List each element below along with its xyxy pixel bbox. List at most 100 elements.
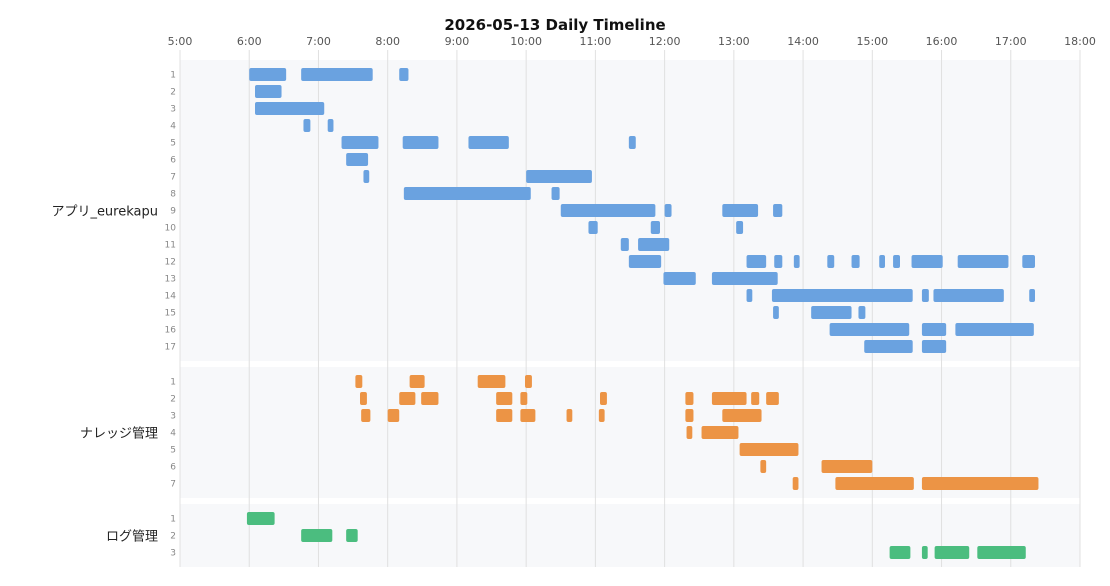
x-tick-label: 10:00	[510, 35, 542, 48]
interval-bar	[387, 409, 400, 422]
interval-bar	[864, 340, 913, 353]
interval-bar	[711, 392, 747, 405]
x-tick-label: 6:00	[237, 35, 262, 48]
interval-bar	[701, 426, 739, 439]
interval-bar	[361, 409, 371, 422]
interval-bar	[1029, 289, 1035, 302]
interval-bar	[360, 392, 367, 405]
interval-bar	[889, 546, 911, 559]
interval-bar	[911, 255, 943, 268]
interval-bar	[773, 306, 779, 319]
interval-bar	[249, 68, 287, 81]
row-label: 9	[170, 207, 176, 217]
interval-bar	[363, 170, 370, 183]
interval-bar	[746, 255, 767, 268]
interval-bar	[921, 323, 947, 336]
row-label: 8	[170, 190, 176, 200]
interval-bar	[628, 255, 662, 268]
interval-bar	[1022, 255, 1035, 268]
x-tick-label: 16:00	[926, 35, 958, 48]
interval-bar	[303, 119, 311, 132]
x-tick-label: 11:00	[580, 35, 612, 48]
row-label: 16	[165, 326, 177, 336]
row-label: 13	[165, 275, 176, 285]
x-tick-label: 18:00	[1064, 35, 1096, 48]
x-tick-label: 12:00	[649, 35, 681, 48]
interval-bar	[893, 255, 900, 268]
interval-bar	[598, 409, 605, 422]
interval-bar	[934, 546, 970, 559]
x-tick-label: 15:00	[856, 35, 888, 48]
interval-bar	[722, 204, 759, 217]
row-label: 14	[165, 292, 177, 302]
interval-bar	[421, 392, 439, 405]
interval-bar	[341, 136, 379, 149]
row-label: 7	[170, 173, 176, 183]
interval-bar	[751, 392, 760, 405]
interval-bar	[686, 426, 693, 439]
x-tick-label: 13:00	[718, 35, 750, 48]
interval-bar	[301, 68, 373, 81]
interval-bar	[821, 460, 873, 473]
row-label: 1	[170, 71, 176, 81]
interval-bar	[921, 546, 928, 559]
x-tick-label: 17:00	[995, 35, 1027, 48]
interval-bar	[496, 392, 513, 405]
interval-bar	[879, 255, 885, 268]
row-label: 15	[165, 309, 176, 319]
x-tick-label: 5:00	[168, 35, 193, 48]
row-labels: アプリ_eurekapu1234567891011121314151617ナレッ…	[51, 71, 176, 559]
interval-bar	[399, 392, 416, 405]
interval-bar	[827, 255, 835, 268]
row-label: 1	[170, 515, 176, 525]
interval-bar	[955, 323, 1034, 336]
interval-bar	[650, 221, 660, 234]
group-label: ナレッジ管理	[80, 427, 158, 442]
interval-bar	[520, 409, 536, 422]
x-axis: 5:00 6:00 7:00 8:00 9:00 10:00 11:00 12:00 13:00…	[168, 35, 1096, 48]
interval-bar	[255, 102, 325, 115]
interval-bar	[793, 255, 800, 268]
interval-bar	[600, 392, 607, 405]
interval-bar	[736, 221, 744, 234]
row-label: 4	[170, 429, 176, 439]
row-label: 2	[170, 395, 176, 405]
interval-bar	[851, 255, 860, 268]
interval-bar	[468, 136, 509, 149]
interval-bar	[858, 306, 866, 319]
interval-bar	[246, 512, 275, 525]
interval-bar	[746, 289, 753, 302]
interval-bar	[638, 238, 670, 251]
interval-bar	[399, 68, 409, 81]
row-label: 6	[170, 156, 176, 166]
interval-bar	[520, 392, 528, 405]
interval-bar	[739, 443, 799, 456]
row-label: 5	[170, 139, 176, 149]
interval-bar	[774, 255, 783, 268]
row-label: 6	[170, 463, 176, 473]
interval-bar	[811, 306, 852, 319]
interval-bar	[588, 221, 598, 234]
interval-bar	[663, 272, 696, 285]
interval-bar	[771, 289, 913, 302]
row-label: 7	[170, 480, 176, 490]
interval-bar	[355, 375, 363, 388]
interval-bar	[346, 153, 369, 166]
interval-bar	[711, 272, 778, 285]
interval-bar	[766, 392, 779, 405]
group-label: アプリ_eurekapu	[51, 205, 158, 220]
interval-bar	[327, 119, 334, 132]
interval-bar	[496, 409, 513, 422]
interval-bar	[957, 255, 1009, 268]
interval-bar	[933, 289, 1004, 302]
row-label: 3	[170, 105, 176, 115]
interval-bar	[685, 409, 694, 422]
x-tick-label: 7:00	[306, 35, 331, 48]
row-label: 4	[170, 122, 176, 132]
row-label: 3	[170, 412, 176, 422]
interval-bar	[921, 340, 947, 353]
row-label: 17	[165, 343, 176, 353]
group-background	[180, 367, 1080, 498]
x-tick-label: 9:00	[445, 35, 470, 48]
interval-bar	[773, 204, 783, 217]
